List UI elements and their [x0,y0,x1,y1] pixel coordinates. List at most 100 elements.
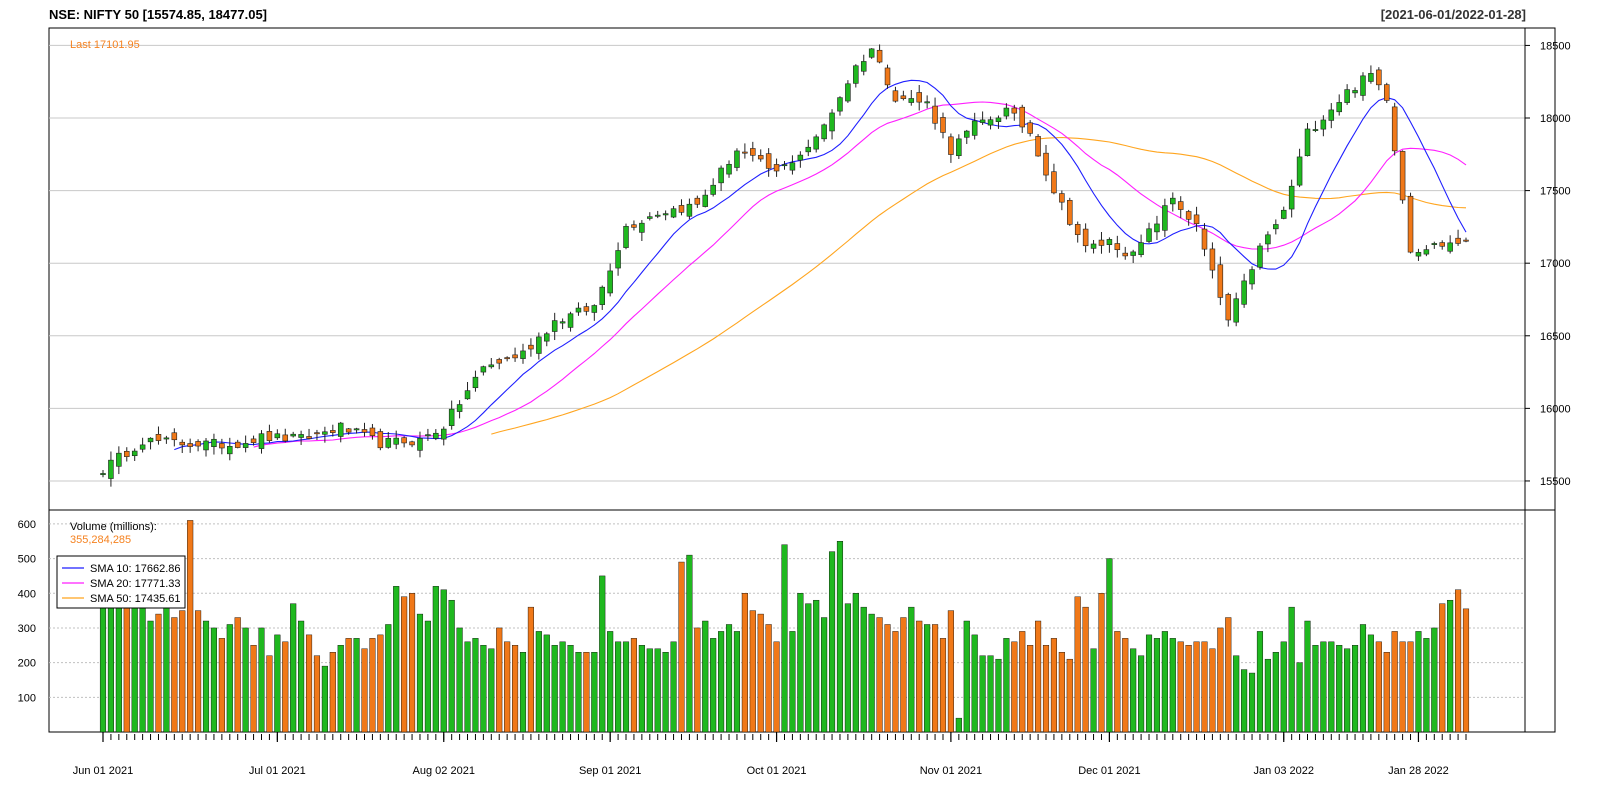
volume-bar [1042,645,1050,733]
volume-bar [179,610,186,733]
candle-body [131,450,138,457]
candle [639,220,645,241]
candle [504,356,510,362]
candle-body [536,336,542,354]
candle-body [171,432,178,441]
candle [1106,237,1113,253]
candle-body [456,404,463,412]
candle-body [702,194,709,207]
price-tick-label: 16000 [1540,403,1571,415]
candle [1043,144,1049,182]
candle [1439,240,1445,250]
volume-bar [971,634,978,733]
volume-bar [710,638,717,733]
candle-body [1082,228,1089,247]
volume-bar [139,599,146,733]
x-tick-label: Sep 01 2021 [579,765,641,777]
volume-bar [670,641,677,733]
x-tick-label: Jul 01 2021 [249,765,306,777]
candle-body [567,313,574,328]
candle-body [726,163,732,175]
candle-body [1035,136,1041,157]
volume-bar [472,638,479,733]
volume-bar [884,624,891,733]
volume-bar [1233,655,1240,733]
candle [234,439,241,449]
volume-bar [733,631,741,733]
volume-bar [432,586,439,733]
candle [1162,198,1168,237]
candle [211,433,217,455]
candle-body [987,119,994,126]
candle-body [940,117,946,133]
volume-bar [187,520,194,733]
volume-bar [987,655,994,733]
candle-body [773,164,780,172]
volume-bar [496,627,503,733]
volume-bar [1058,652,1065,733]
candle [1257,243,1263,270]
candle-body [1019,106,1025,128]
volume-bar [1304,620,1311,733]
volume-bar [290,603,297,733]
volume-bar [607,631,614,733]
candle [575,302,582,316]
volume-bar [464,641,471,733]
candle-body [1391,106,1398,152]
volume-bar [210,627,217,733]
price-tick-label: 17000 [1540,258,1571,270]
candle-body [868,48,875,58]
volume-bar [1066,658,1073,733]
candle [813,134,819,153]
volume-bar [1367,634,1374,733]
candle-body [551,320,558,332]
candle-body [1455,237,1461,244]
candle-body [845,83,851,102]
candle [956,134,962,160]
candle [647,212,653,221]
candle-body [1059,193,1065,203]
candle [1415,248,1422,261]
volume-bar [868,613,875,733]
candle-body [829,112,835,132]
candle-body [1177,201,1184,210]
candle-body [322,431,328,435]
candle [876,44,883,64]
candle-body [892,90,899,102]
candle-body [1431,243,1438,245]
candle-body [797,154,804,161]
volume-bar [797,593,804,733]
volume-bar [718,631,725,733]
volume-bar [654,648,661,733]
candle-body [1162,205,1168,231]
candle-body [750,148,756,156]
volume-bar [163,606,170,733]
volume-tick-label: 500 [18,554,36,566]
candle [250,435,257,446]
candle-body [884,67,891,86]
candle [1288,179,1295,218]
candle [789,155,796,175]
candle-body [710,184,716,195]
candle-body [1233,298,1239,323]
candle-body [654,214,661,217]
candle-body [956,138,962,157]
candle-body [409,441,415,446]
candle-body [520,350,526,359]
volume-bar [226,624,233,733]
volume-bar [678,561,685,733]
candle [1447,235,1453,254]
candle [868,48,875,59]
price-tick-label: 17500 [1540,186,1571,198]
candle-body [528,344,534,350]
candle [1352,87,1358,98]
volume-bar [1320,641,1327,733]
volume-bar [345,638,352,733]
candle-body [425,434,431,437]
candle-body [948,136,954,155]
x-tick-label: Nov 01 2021 [920,765,982,777]
candle-body [464,390,471,400]
candle-body [266,431,273,441]
candle [1074,221,1081,243]
candle [1003,103,1010,120]
